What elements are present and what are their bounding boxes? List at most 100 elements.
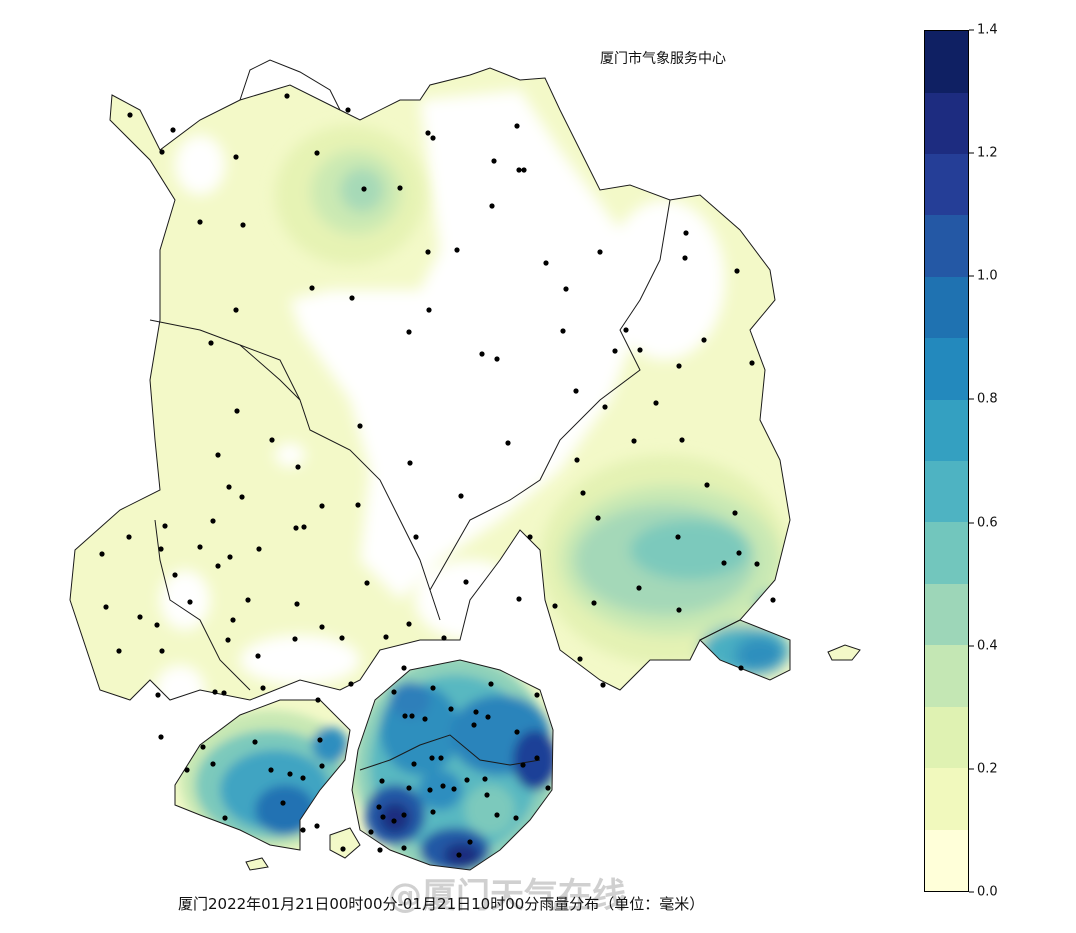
station-dot bbox=[704, 482, 710, 488]
colorbar-band bbox=[925, 583, 968, 646]
station-dot bbox=[314, 150, 320, 156]
station-dot bbox=[401, 812, 407, 818]
station-dot bbox=[676, 607, 682, 613]
colorbar-band bbox=[925, 215, 968, 277]
station-dot bbox=[380, 814, 386, 820]
colorbar-tick-label: 0.8 bbox=[969, 392, 998, 407]
station-dot bbox=[208, 340, 214, 346]
station-dot bbox=[426, 307, 432, 313]
station-dot bbox=[292, 636, 298, 642]
station-dot bbox=[488, 681, 494, 687]
station-dot bbox=[430, 135, 436, 141]
station-dot bbox=[407, 460, 413, 466]
station-dot bbox=[314, 823, 320, 829]
station-dot bbox=[591, 600, 597, 606]
station-dot bbox=[197, 219, 203, 225]
station-dot bbox=[430, 809, 436, 815]
station-dot bbox=[516, 596, 522, 602]
station-dot bbox=[256, 546, 262, 552]
station-dot bbox=[494, 356, 500, 362]
station-dot bbox=[300, 775, 306, 781]
station-dot bbox=[411, 761, 417, 767]
station-dot bbox=[280, 800, 286, 806]
station-dot bbox=[683, 230, 689, 236]
station-dot bbox=[430, 685, 436, 691]
colorbar-band bbox=[925, 338, 968, 400]
station-dot bbox=[240, 222, 246, 228]
station-dot bbox=[406, 329, 412, 335]
station-dot bbox=[473, 709, 479, 715]
station-dot bbox=[357, 423, 363, 429]
station-dot bbox=[221, 690, 227, 696]
station-dot bbox=[513, 815, 519, 821]
station-dot bbox=[184, 767, 190, 773]
station-dot bbox=[226, 484, 232, 490]
station-dot bbox=[560, 328, 566, 334]
station-dot bbox=[448, 706, 454, 712]
station-dot bbox=[159, 648, 165, 654]
station-dot bbox=[255, 653, 261, 659]
station-dot bbox=[233, 307, 239, 313]
station-dot bbox=[368, 829, 374, 835]
colorbar-band bbox=[925, 461, 968, 523]
station-dot bbox=[482, 776, 488, 782]
station-dot bbox=[252, 739, 258, 745]
station-dot bbox=[383, 634, 389, 640]
station-dot bbox=[514, 729, 520, 735]
station-dot bbox=[162, 523, 168, 529]
station-dot bbox=[284, 93, 290, 99]
station-dot bbox=[467, 839, 473, 845]
station-dot bbox=[172, 572, 178, 578]
station-dot bbox=[210, 761, 216, 767]
station-dot bbox=[349, 295, 355, 301]
colorbar-band bbox=[925, 706, 968, 769]
station-dot bbox=[406, 621, 412, 627]
station-dot bbox=[197, 544, 203, 550]
station-dot bbox=[516, 167, 522, 173]
station-dot bbox=[422, 716, 428, 722]
station-dot bbox=[309, 285, 315, 291]
station-dot bbox=[623, 327, 629, 333]
station-dot bbox=[137, 614, 143, 620]
station-dot bbox=[675, 534, 681, 540]
station-dot bbox=[563, 286, 569, 292]
station-dot bbox=[294, 601, 300, 607]
station-dot bbox=[577, 656, 583, 662]
station-dot bbox=[676, 363, 682, 369]
station-dot bbox=[269, 437, 275, 443]
station-dot bbox=[158, 546, 164, 552]
station-dot bbox=[521, 167, 527, 173]
station-dot bbox=[377, 847, 383, 853]
station-dot bbox=[736, 550, 742, 556]
colorbar-tick-label: 0.0 bbox=[969, 885, 998, 900]
station-dot bbox=[734, 268, 740, 274]
station-dot bbox=[319, 763, 325, 769]
station-dot bbox=[600, 682, 606, 688]
colorbar-band bbox=[925, 768, 968, 830]
colorbar bbox=[924, 30, 969, 892]
agency-label: 厦门市气象服务中心 bbox=[600, 51, 726, 67]
station-dot bbox=[463, 579, 469, 585]
station-dot bbox=[597, 249, 603, 255]
station-dot bbox=[99, 551, 105, 557]
station-dot bbox=[440, 783, 446, 789]
station-dot bbox=[379, 778, 385, 784]
station-dot bbox=[770, 597, 776, 603]
station-dot bbox=[441, 635, 447, 641]
station-dot bbox=[126, 534, 132, 540]
station-dot bbox=[376, 804, 382, 810]
colorbar-tick-label: 1.2 bbox=[969, 146, 998, 161]
station-dot bbox=[749, 360, 755, 366]
station-dot bbox=[425, 130, 431, 136]
station-dot bbox=[239, 494, 245, 500]
colorbar-band bbox=[925, 92, 968, 154]
colorbar-band bbox=[925, 645, 968, 707]
station-dot bbox=[245, 597, 251, 603]
station-dot bbox=[293, 525, 299, 531]
station-dot bbox=[754, 561, 760, 567]
station-dot bbox=[545, 785, 551, 791]
station-dot bbox=[154, 622, 160, 628]
station-dot bbox=[427, 787, 433, 793]
station-dot bbox=[391, 818, 397, 824]
station-dot bbox=[300, 827, 306, 833]
